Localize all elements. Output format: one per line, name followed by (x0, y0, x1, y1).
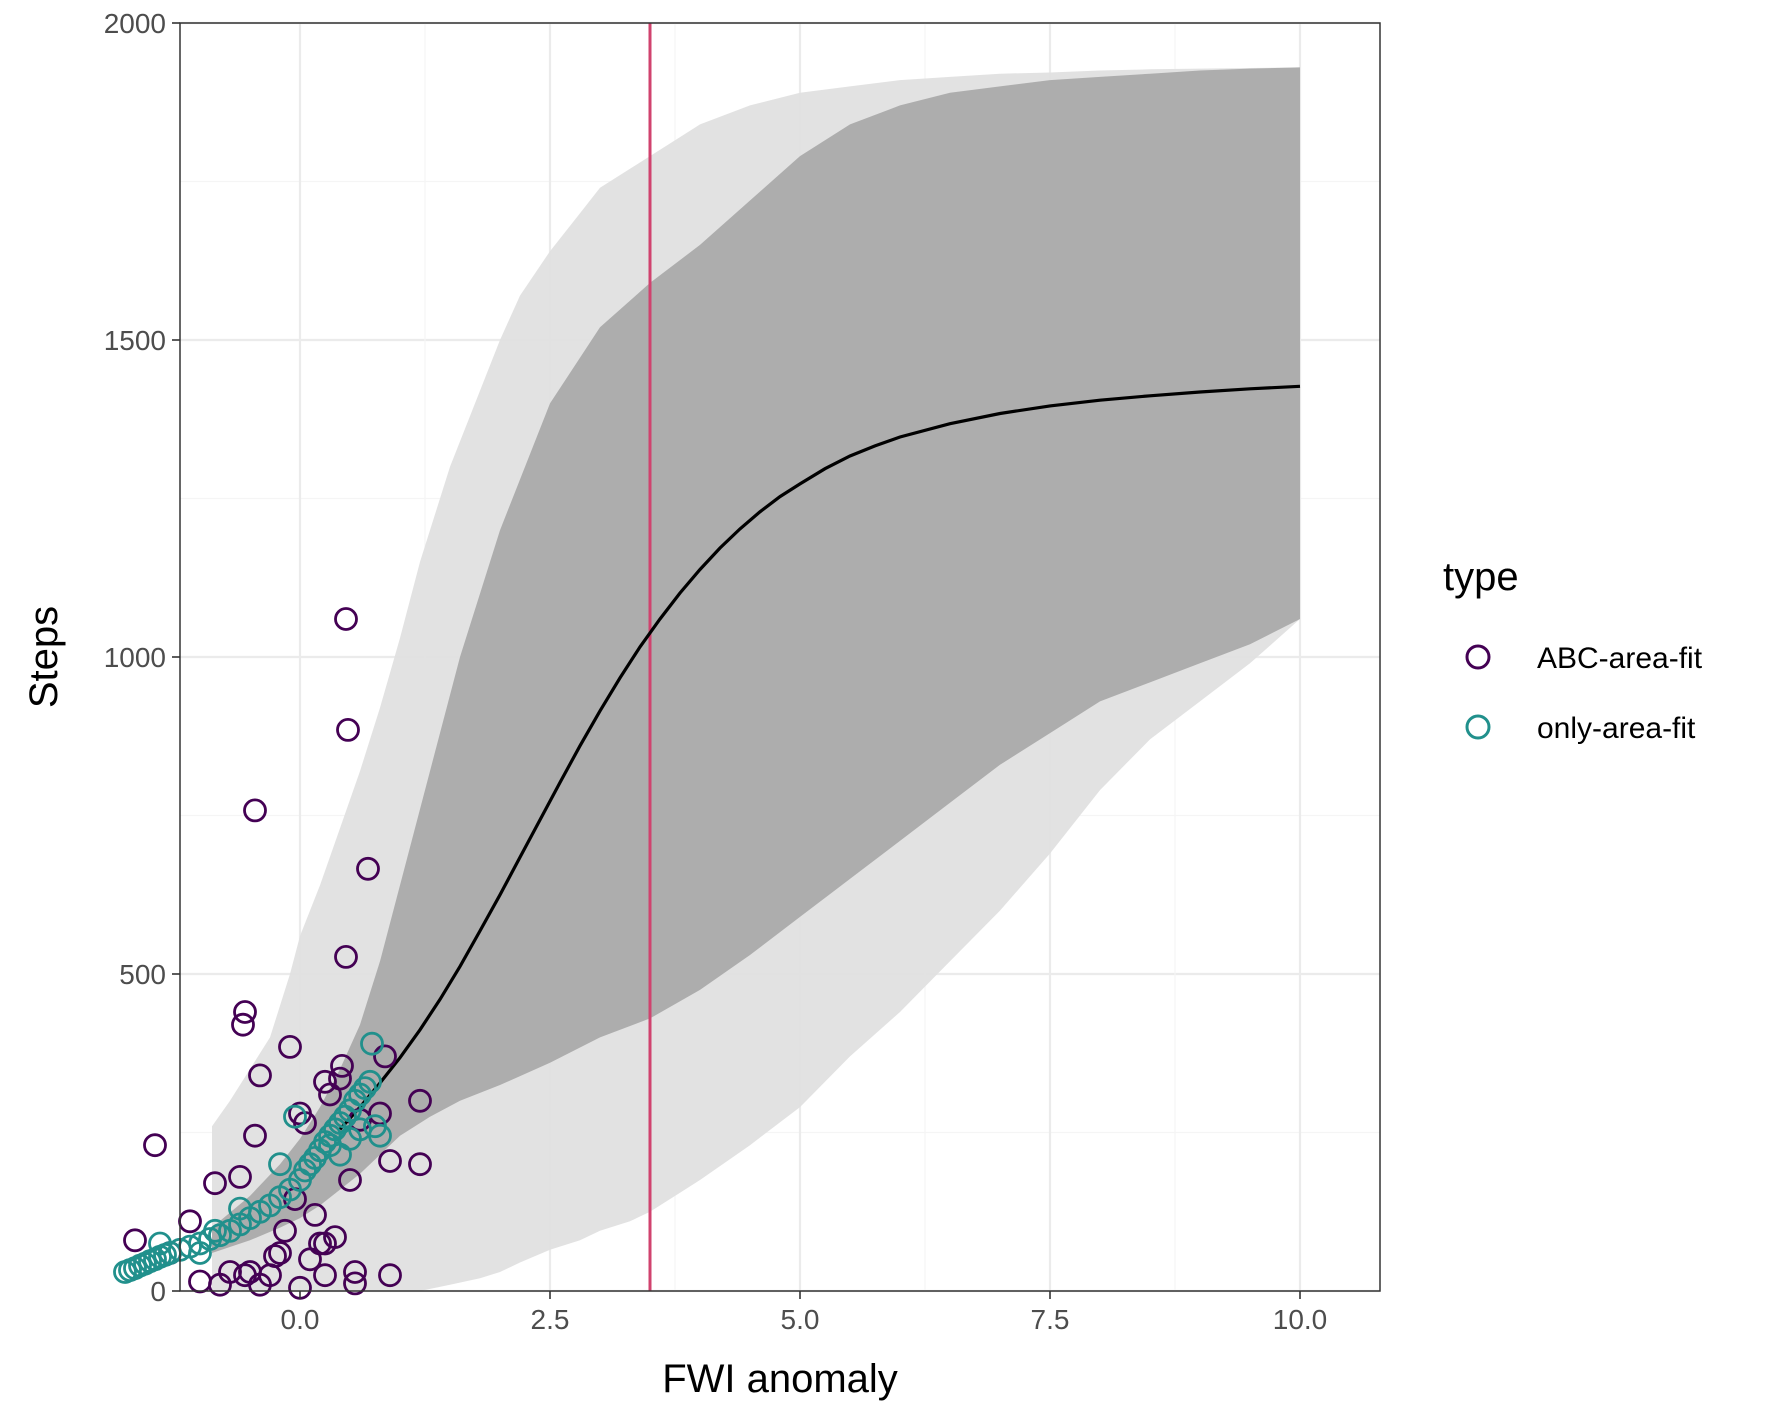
point-abc-area-fit (243, 798, 267, 823)
x-tick-label: 5.0 (781, 1304, 820, 1335)
axes: 0 500 1000 1500 2000 0.0 2.5 5.0 7.5 10.0 (104, 8, 1328, 1335)
point-abc-area-fit (330, 1054, 354, 1078)
point-abc-area-fit (233, 1000, 257, 1024)
point-abc-area-fit (263, 1244, 287, 1268)
point-abc-area-fit (208, 1272, 232, 1297)
point-abc-area-fit (278, 1035, 302, 1059)
point-abc-area-fit (123, 1228, 147, 1253)
x-tick-label: 10.0 (1273, 1304, 1328, 1335)
point-abc-area-fit (318, 1082, 342, 1107)
point-abc-area-fit (313, 1263, 337, 1288)
y-tick-label: 0 (150, 1276, 166, 1307)
point-abc-area-fit (233, 1263, 257, 1288)
point-only-area-fit (148, 1231, 172, 1256)
point-abc-area-fit (336, 718, 360, 742)
point-abc-area-fit (303, 1203, 327, 1227)
band-inner (212, 67, 1300, 1253)
point-abc-area-fit (298, 1247, 322, 1272)
legend-title: type (1443, 555, 1519, 599)
legend-label-only-area-fit: only-area-fit (1537, 712, 1696, 745)
point-abc-area-fit (378, 1149, 402, 1173)
point-abc-area-fit (268, 1241, 292, 1265)
point-abc-area-fit (248, 1063, 272, 1088)
point-abc-area-fit (343, 1271, 367, 1296)
point-only-area-fit (203, 1218, 227, 1243)
fit-line (338, 384, 1301, 1131)
y-tick-label: 1000 (104, 642, 166, 673)
y-axis-title: Steps (22, 606, 66, 708)
point-only-area-fit (348, 1117, 372, 1142)
y-tick-label: 1500 (104, 325, 166, 356)
point-abc-area-fit (243, 1123, 267, 1148)
point-abc-area-fit (338, 1168, 362, 1192)
data-points (113, 607, 432, 1300)
x-tick-label: 2.5 (531, 1304, 570, 1335)
point-abc-area-fit (143, 1133, 167, 1158)
point-only-area-fit (353, 1076, 377, 1100)
point-abc-area-fit (323, 1225, 347, 1249)
y-tick-label: 500 (119, 959, 166, 990)
point-abc-area-fit (334, 945, 358, 969)
point-only-area-fit (360, 1031, 384, 1056)
legend-label-abc-area-fit: ABC-area-fit (1537, 642, 1703, 675)
y-tick-label: 2000 (104, 8, 166, 39)
point-only-area-fit (268, 1152, 292, 1177)
fit-line-group (338, 384, 1301, 1131)
point-only-area-fit (188, 1241, 212, 1265)
point-abc-area-fit (373, 1044, 397, 1069)
point-abc-area-fit (408, 1088, 432, 1113)
point-abc-area-fit (203, 1171, 227, 1196)
point-abc-area-fit (408, 1152, 432, 1177)
x-axis-title: FWI anomaly (662, 1357, 898, 1401)
point-abc-area-fit (334, 607, 358, 631)
legend: type ABC-area-fit only-area-fit (1443, 555, 1703, 745)
x-tick-label: 0.0 (281, 1304, 320, 1335)
legend-key-only-area-fit (1465, 714, 1491, 740)
confidence-bands (212, 67, 1300, 1291)
point-abc-area-fit (343, 1260, 367, 1284)
point-abc-area-fit (313, 1069, 337, 1094)
point-only-area-fit (363, 1114, 387, 1139)
point-abc-area-fit (356, 856, 380, 881)
legend-key-abc-area-fit (1465, 644, 1491, 670)
point-only-area-fit (328, 1142, 352, 1167)
point-abc-area-fit (378, 1263, 402, 1288)
x-tick-label: 7.5 (1031, 1304, 1070, 1335)
point-abc-area-fit (231, 1012, 255, 1037)
point-only-area-fit (228, 1196, 252, 1221)
point-only-area-fit (283, 1104, 307, 1129)
point-only-area-fit (358, 1069, 382, 1094)
point-abc-area-fit (228, 1165, 252, 1189)
point-abc-area-fit (273, 1218, 297, 1243)
